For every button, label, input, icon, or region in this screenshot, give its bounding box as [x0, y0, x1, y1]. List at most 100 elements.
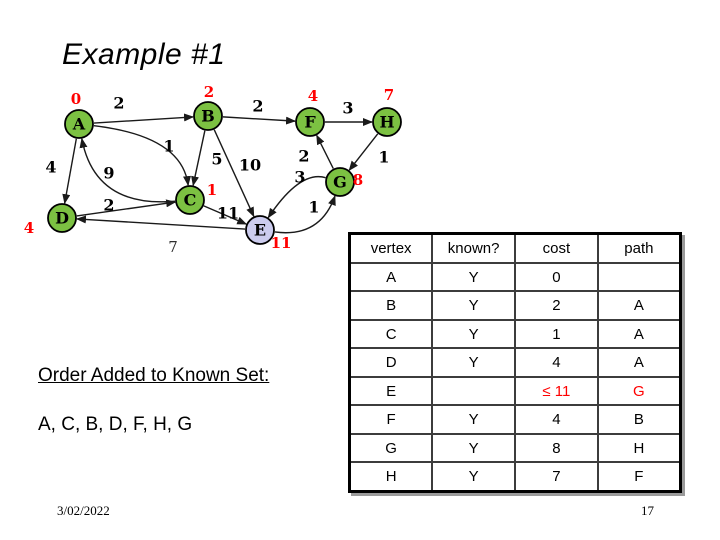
- cell-E-cost: ≤ 11: [514, 375, 599, 407]
- edge-weight-H-G: 1: [378, 148, 389, 167]
- node-distance-H: 7: [384, 86, 394, 104]
- edge-weight-G-F: 2: [298, 147, 309, 166]
- node-letter-F: F: [304, 113, 316, 132]
- edge-weight-C-E: 11: [217, 204, 239, 223]
- cell-D-path: A: [596, 347, 682, 378]
- table-header-cost: cost: [514, 232, 599, 264]
- cell-G-path: H: [596, 432, 682, 464]
- edge-weight-E-G: 1: [308, 198, 319, 217]
- edge-E-G: [274, 195, 336, 234]
- cell-F-vertex: F: [348, 404, 434, 435]
- node-letter-C: C: [184, 191, 197, 210]
- edge-A-B: [93, 113, 195, 124]
- edge-C-A: [79, 137, 176, 203]
- graph-node-F: [295, 107, 325, 137]
- cell-B-vertex: B: [348, 290, 434, 321]
- edge-weight-A-C: 1: [163, 137, 174, 156]
- cell-G-known: Y: [431, 432, 516, 464]
- graph-node-E: [245, 215, 275, 245]
- edge-A-D: [62, 138, 78, 205]
- node-letter-H: H: [379, 113, 394, 132]
- graph-node-G: [325, 167, 355, 197]
- edge-weight-A-D: 4: [45, 158, 56, 177]
- cell-B-path: A: [596, 290, 682, 321]
- table-header-vertex: vertex: [348, 232, 434, 264]
- edge-weight-B-C: 5: [211, 150, 222, 169]
- cell-A-vertex: A: [348, 261, 434, 293]
- node-letter-B: B: [201, 107, 215, 126]
- cell-A-path: [596, 261, 682, 293]
- cell-D-known: Y: [431, 347, 516, 378]
- cell-F-path: B: [596, 404, 682, 435]
- edge-C-E: [203, 205, 248, 225]
- cell-B-known: Y: [431, 290, 516, 321]
- node-distance-G: 8: [353, 171, 363, 189]
- order-sequence: A, C, B, D, F, H, G: [38, 414, 193, 435]
- table-header-known: known?: [431, 232, 516, 264]
- cell-G-cost: 8: [514, 432, 599, 464]
- table-header-path: path: [596, 232, 682, 264]
- cell-G-vertex: G: [348, 432, 434, 464]
- footer-page-number: 17: [641, 503, 654, 518]
- edge-weight-B-F: 2: [252, 97, 263, 116]
- cell-E-known: [431, 375, 516, 407]
- edge-weight-D-C: 2: [103, 196, 114, 215]
- edge-H-G: [348, 133, 379, 171]
- cell-C-known: Y: [431, 318, 516, 350]
- edge-weight-E-D: 7: [168, 238, 178, 256]
- graph-node-D: [47, 203, 77, 233]
- cell-C-cost: 1: [514, 318, 599, 350]
- edge-B-E: [213, 129, 255, 218]
- cell-E-path: G: [596, 375, 682, 407]
- cell-H-vertex: H: [348, 461, 434, 493]
- cell-H-cost: 7: [514, 461, 599, 493]
- page-title: Example #1: [62, 38, 226, 71]
- edge-E-D: [75, 215, 246, 230]
- edge-D-C: [76, 199, 177, 217]
- cell-E-vertex: E: [348, 375, 434, 407]
- cell-F-cost: 4: [514, 404, 599, 435]
- node-letter-A: A: [72, 115, 86, 134]
- order-section: Order Added to Known Set: A, C, B, D, F,…: [38, 365, 269, 436]
- cell-F-known: Y: [431, 404, 516, 435]
- node-letter-G: G: [333, 173, 347, 192]
- table-row-E: E ≤ 11 G: [348, 375, 682, 407]
- node-letter-D: D: [55, 209, 69, 228]
- edge-weight-B-E: 10: [239, 156, 261, 175]
- node-distance-C: 1: [207, 181, 217, 199]
- cell-A-known: Y: [431, 261, 516, 293]
- cell-C-path: A: [596, 318, 682, 350]
- cell-B-cost: 2: [514, 290, 599, 321]
- edge-weight-G-E: 3: [294, 168, 305, 187]
- results-table: vertex known? cost path A Y 0 B Y 2 A C Y 1 A D Y 4 A E ≤ 11…: [348, 232, 682, 493]
- graph-node-H: [372, 107, 402, 137]
- node-distance-E: 11: [271, 234, 292, 252]
- cell-C-vertex: C: [348, 318, 434, 350]
- edge-weight-A-B: 2: [113, 94, 124, 113]
- footer-date: 3/02/2022: [57, 503, 110, 518]
- graph-node-B: [193, 101, 223, 131]
- edge-G-E: [267, 175, 326, 219]
- node-distance-D: 4: [24, 219, 34, 237]
- cell-A-cost: 0: [514, 261, 599, 293]
- edge-weight-C-A: 9: [103, 164, 114, 183]
- node-distance-A: 0: [71, 90, 81, 108]
- order-heading: Order Added to Known Set:: [38, 365, 270, 386]
- edge-A-C: [93, 125, 191, 187]
- edge-B-C: [191, 130, 206, 187]
- cell-H-known: Y: [431, 461, 516, 493]
- node-letter-E: E: [254, 221, 266, 240]
- edge-weight-F-H: 3: [342, 99, 353, 118]
- edge-B-F: [222, 116, 297, 125]
- node-distance-B: 2: [204, 83, 214, 101]
- cell-D-vertex: D: [348, 347, 434, 378]
- graph-node-A: [64, 109, 94, 139]
